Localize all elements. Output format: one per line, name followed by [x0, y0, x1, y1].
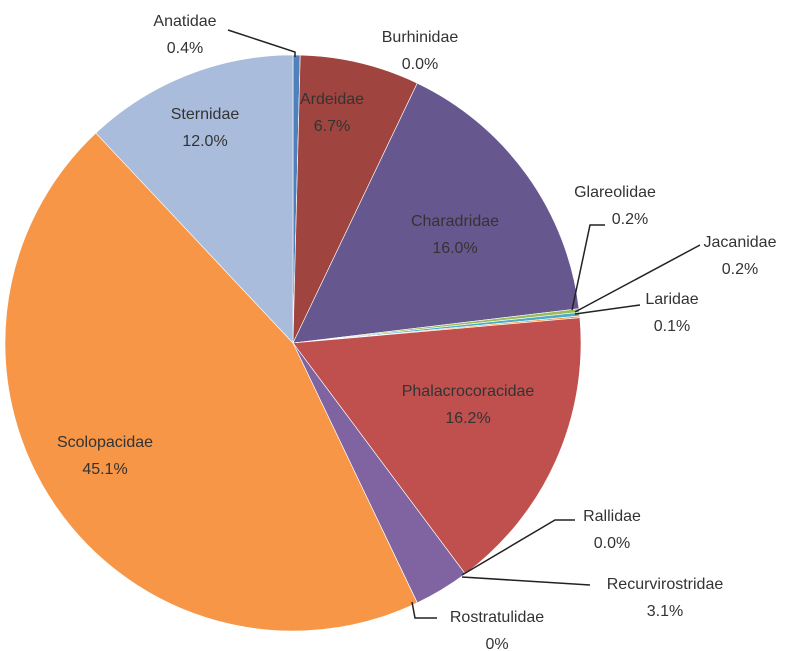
slice-label: Scolopacidae	[57, 434, 153, 451]
slice-value-label: 0.4%	[167, 40, 203, 57]
slice-value-label: 0.0%	[594, 535, 630, 552]
leader-line	[571, 224, 605, 311]
pie-slice	[292, 82, 580, 344]
slice-label: Ardeidae	[300, 91, 364, 108]
slice-value-label: 0.2%	[612, 211, 648, 228]
slice-value-label: 0%	[485, 636, 508, 651]
leader-line	[461, 576, 591, 586]
slice-value-label: 0.0%	[402, 56, 438, 73]
slice-label: Rostratulidae	[450, 609, 544, 626]
leader-line	[461, 519, 575, 576]
slice-value-label: 3.1%	[647, 603, 683, 620]
slice-label: Glareolidae	[574, 184, 656, 201]
slice-value-label: 16.2%	[445, 410, 490, 427]
slice-label: Recurvirostridae	[607, 576, 724, 593]
slice-label: Laridae	[645, 291, 698, 308]
slice-label: Sternidae	[171, 106, 240, 123]
slice-label: Jacanidae	[704, 234, 777, 251]
slice-value-label: 45.1%	[82, 461, 127, 478]
slice-label: Burhinidae	[382, 29, 459, 46]
pie-slice	[292, 54, 418, 344]
slice-value-label: 6.7%	[314, 118, 350, 135]
slice-label: Rallidae	[583, 508, 641, 525]
slice-label: Charadridae	[411, 213, 499, 230]
slice-label: Anatidae	[153, 13, 216, 30]
leader-line	[411, 601, 437, 619]
leader-line	[574, 304, 641, 315]
slice-label: Phalacrocoracidae	[402, 383, 535, 400]
slice-value-label: 0.1%	[654, 318, 690, 335]
pie-slice	[95, 54, 294, 344]
pie-slice	[4, 132, 418, 632]
leaders	[227, 29, 701, 619]
leader-line	[574, 244, 701, 313]
leader-line	[227, 29, 296, 57]
slice-value-label: 16.0%	[432, 240, 477, 257]
slice-value-label: 0.2%	[722, 261, 758, 278]
pie-slice	[292, 317, 582, 575]
slice-value-label: 12.0%	[182, 133, 227, 150]
